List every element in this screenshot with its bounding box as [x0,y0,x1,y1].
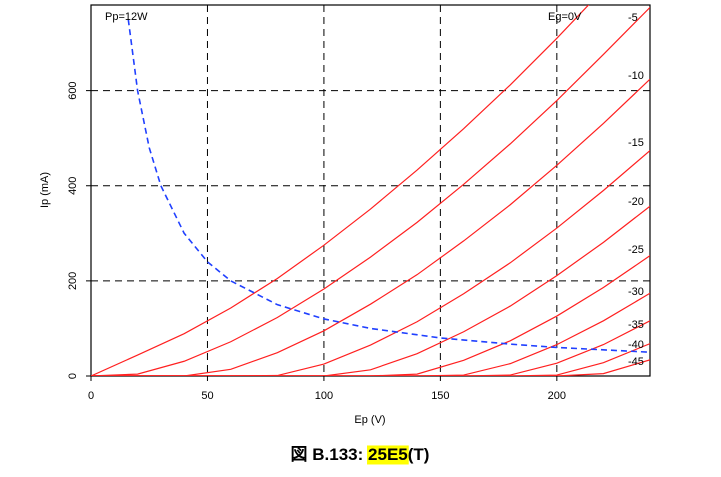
y-axis-label: Ip (mA) [39,172,51,208]
series-label: -40 [628,339,644,351]
y-tick-label: 400 [67,177,79,195]
curve [91,343,650,376]
caption-highlight: 25E5 [368,445,408,464]
x-tick-label: 150 [431,390,449,402]
y-tick-label: 600 [67,81,79,99]
series-label: -45 [628,356,644,368]
x-tick-label: 200 [548,390,566,402]
x-tick-label: 100 [315,390,333,402]
y-tick-label: 200 [67,272,79,290]
curve [91,5,590,376]
plot-lines [91,5,650,376]
curve [91,359,650,376]
curve [91,6,650,376]
series-label: -15 [628,137,644,149]
x-tick-label: 0 [88,390,94,402]
caption: 図 B.133: 25E5(T) [291,445,430,465]
series-label: -30 [628,286,644,298]
y-tick-label: 0 [67,373,79,379]
series-label: -20 [628,196,644,208]
series-label: -5 [628,12,638,24]
series-label: -10 [628,70,644,82]
curve [91,255,650,376]
series-label: Pp=12W [105,11,148,23]
highlight [367,445,409,465]
x-tick-label: 50 [201,390,213,402]
series-label: Eg=0V [548,11,582,23]
curve [91,78,650,376]
caption-text: 図 B.133: 25E5(T) [291,445,430,464]
plot-frame [90,4,651,377]
curve [91,205,650,376]
curve [91,292,650,376]
series-label: -25 [628,244,644,256]
curve [91,150,650,376]
series-label: -35 [628,319,644,331]
x-axis-label: Ep (V) [354,414,385,426]
curve [91,320,650,376]
caption-prefix: 図 B.133: [291,445,364,464]
caption-suffix: (T) [408,445,430,464]
